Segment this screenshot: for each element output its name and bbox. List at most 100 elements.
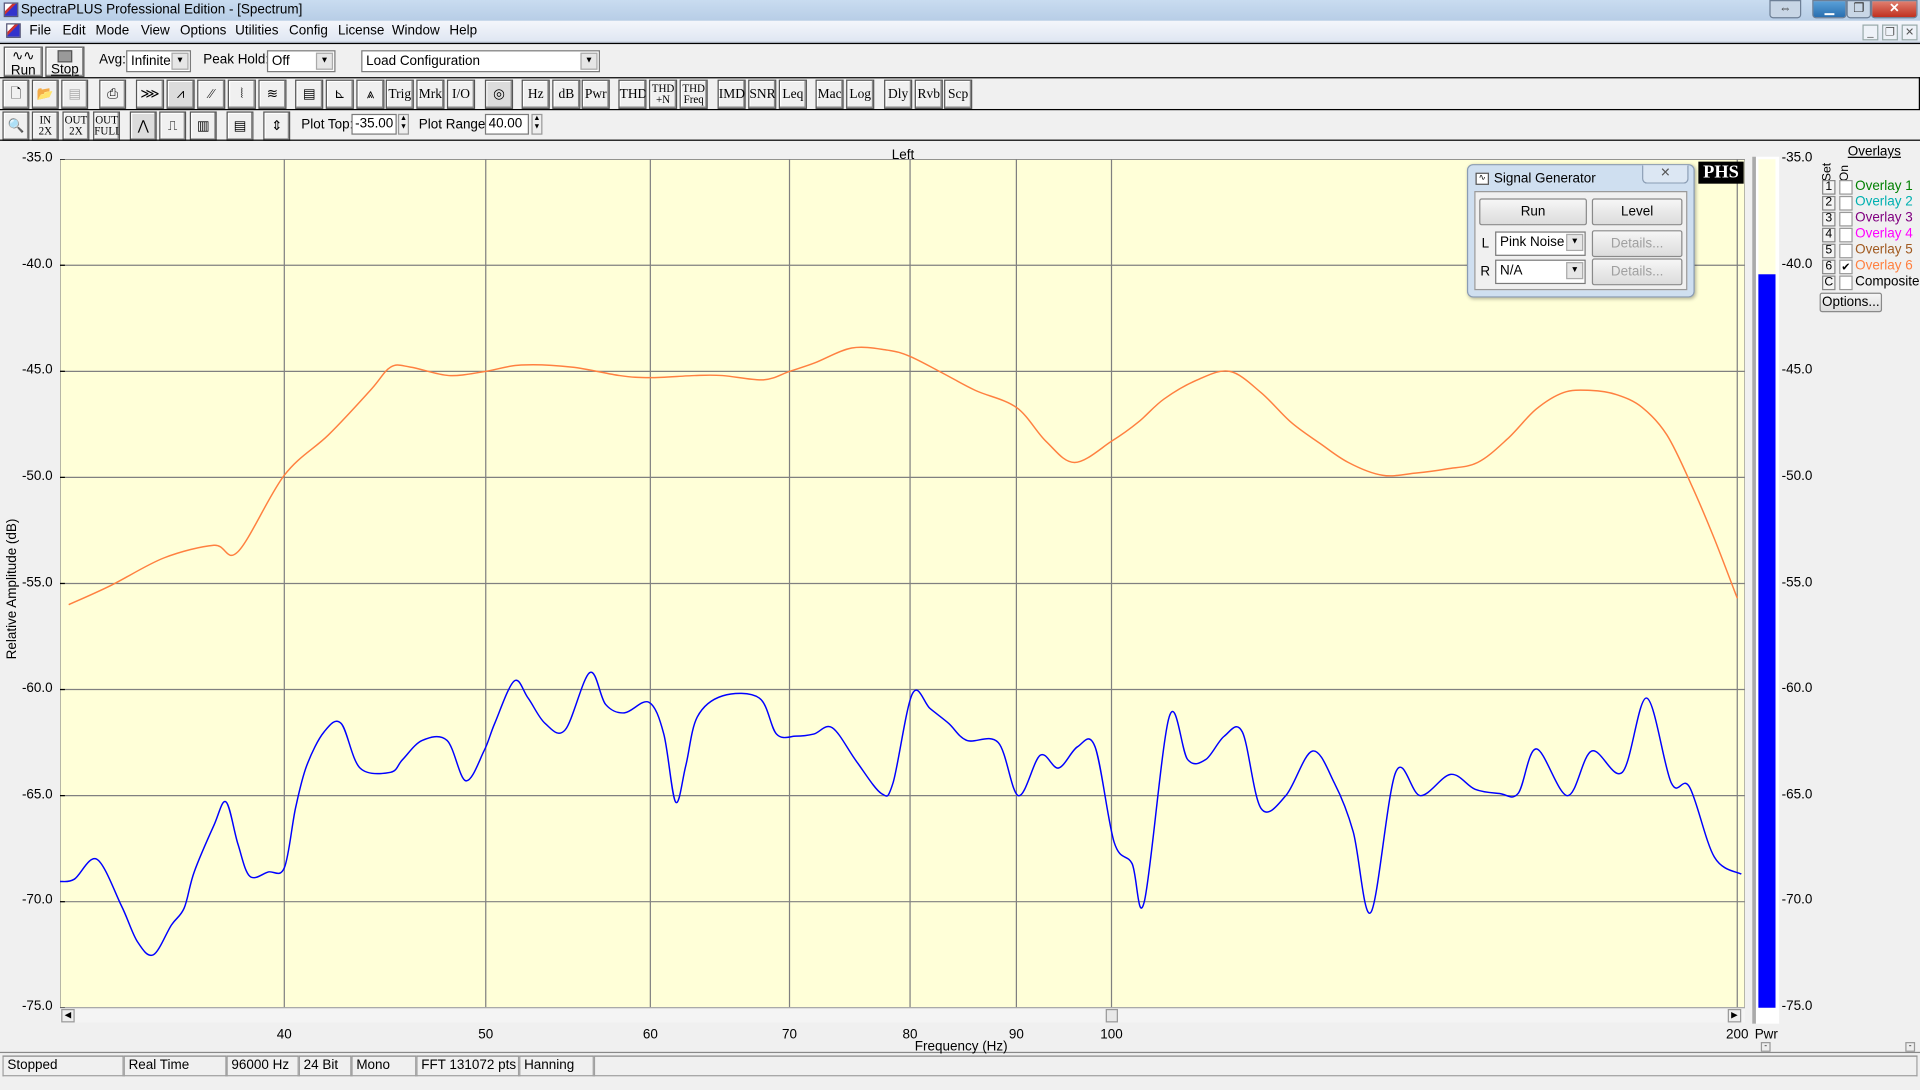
plot-top-spinner[interactable]: ▲ ▼ [397, 113, 409, 135]
signal-generator-icon[interactable]: ◎ [484, 79, 514, 109]
overlay-set-button[interactable]: 1 [1822, 180, 1836, 195]
overlay-checkbox[interactable] [1839, 180, 1853, 195]
trigger-button[interactable]: Trig [385, 79, 414, 109]
dialog-close-button[interactable]: ✕ [1642, 165, 1689, 184]
meter-collapse-button[interactable]: - [1760, 1042, 1771, 1052]
menu-options[interactable]: Options [180, 23, 227, 38]
reverb-button[interactable]: Rvb [914, 79, 943, 109]
mdi-restore-button[interactable]: ❐ [1882, 24, 1898, 41]
io-button[interactable]: I/O [446, 79, 476, 109]
run-button[interactable]: ∿∿ Run [3, 46, 43, 78]
menu-license[interactable]: License [337, 23, 385, 38]
phase-view-icon[interactable]: ∕∕ [197, 79, 226, 109]
scope-button[interactable]: Scp [944, 79, 973, 109]
chevron-down-icon[interactable]: ▼ [580, 52, 598, 70]
step-plot-icon[interactable]: ⎍ [159, 111, 187, 141]
menu-help[interactable]: Help [449, 23, 478, 38]
overlay-checkbox[interactable] [1839, 243, 1853, 259]
zoom-magnifier-icon[interactable]: 🔍 [2, 111, 30, 141]
sg-level-button[interactable]: Level [1591, 198, 1683, 226]
macro-button[interactable]: Mac [815, 79, 844, 109]
scroll-left-arrow-icon[interactable]: ◀ [61, 1008, 75, 1023]
overlay-checkbox[interactable] [1839, 195, 1853, 211]
peak-hold-select[interactable]: Off ▼ [266, 50, 336, 73]
db-button[interactable]: dB [552, 79, 581, 109]
marker-button[interactable]: Mrk [416, 79, 445, 109]
mdi-close-button[interactable]: ✕ [1901, 24, 1918, 41]
3d-surface-icon[interactable]: ≋ [258, 79, 287, 109]
overlay-checkbox[interactable] [1839, 275, 1853, 291]
thd-button[interactable]: THD [618, 79, 647, 109]
thd-n-button[interactable]: THD +N [648, 79, 678, 109]
mdi-minimize-button[interactable]: _ [1862, 24, 1879, 41]
thd-freq-button[interactable]: THD Freq [679, 79, 708, 109]
menu-window[interactable]: Window [391, 23, 440, 38]
line-plot-icon[interactable]: ⋀ [129, 111, 157, 141]
left-signal-select[interactable]: Pink Noise ▼ [1495, 231, 1586, 256]
avg-select[interactable]: Infinite ▼ [126, 50, 192, 73]
spectrum-chart[interactable] [60, 159, 1745, 1009]
load-configuration-select[interactable]: Load Configuration ▼ [361, 50, 601, 73]
menu-edit[interactable]: Edit [62, 23, 86, 38]
log-button[interactable]: Log [846, 79, 875, 109]
right-details-button[interactable]: Details... [1591, 258, 1683, 286]
overlay-checkbox[interactable] [1839, 211, 1853, 227]
sg-run-button[interactable]: Run [1479, 198, 1587, 226]
overlay-checkbox[interactable]: ✔ [1839, 259, 1853, 275]
hz-button[interactable]: Hz [521, 79, 550, 109]
overlay-options-button[interactable]: Options... [1819, 292, 1883, 313]
zoom-out-2x-icon[interactable]: OUT 2X [62, 111, 90, 141]
menu-view[interactable]: View [140, 23, 170, 38]
menu-mode[interactable]: Mode [95, 23, 130, 38]
new-file-icon[interactable]: 🗋 [2, 79, 30, 109]
horizontal-scrollbar[interactable]: ◀ ▶ [60, 1007, 1745, 1023]
spectrum-view-icon[interactable]: ⩘ [166, 79, 195, 109]
autoscale-icon[interactable]: ⇕ [263, 111, 291, 141]
time-series-icon[interactable]: ⋙ [135, 79, 165, 109]
document-icon[interactable] [6, 23, 21, 38]
pwr-button[interactable]: Pwr [581, 79, 610, 109]
spectrogram-icon[interactable]: ⦚ [227, 79, 256, 109]
settings-panel-icon[interactable]: ▤ [295, 79, 324, 109]
properties-icon[interactable]: ▤ [226, 111, 254, 141]
scroll-right-arrow-icon[interactable]: ▶ [1727, 1008, 1742, 1023]
panel-collapse-button[interactable]: - [1905, 1042, 1916, 1052]
delay-button[interactable]: Dly [884, 79, 913, 109]
zoom-in-2x-icon[interactable]: IN 2X [31, 111, 59, 141]
overlays-title[interactable]: Overlays [1847, 144, 1901, 160]
chevron-down-icon[interactable]: ▼ [315, 52, 334, 70]
zoom-out-full-icon[interactable]: OUT FULL [93, 111, 121, 141]
plot-range-spinner[interactable]: ▲ ▼ [531, 113, 543, 135]
menu-file[interactable]: File [29, 23, 52, 38]
chevron-down-icon[interactable]: ▼ [1566, 262, 1584, 280]
print-icon[interactable]: ⎙ [99, 79, 127, 109]
axis-scale-icon[interactable]: ⊾ [325, 79, 354, 109]
resize-arrows-icon[interactable]: ⇔ [1769, 0, 1802, 19]
overlay-set-button[interactable]: 2 [1822, 195, 1836, 211]
right-signal-select[interactable]: N/A ▼ [1495, 259, 1586, 285]
plot-range-input[interactable]: 40.00 [484, 113, 529, 135]
overlay-checkbox[interactable] [1839, 227, 1853, 243]
save-disk-icon[interactable]: ▤ [61, 79, 89, 109]
chevron-down-icon[interactable]: ▼ [1566, 233, 1584, 252]
imd-button[interactable]: IMD [717, 79, 746, 109]
stop-button[interactable]: Stop [45, 46, 85, 78]
maximize-button[interactable]: ❐ [1846, 0, 1872, 19]
plot-top-input[interactable]: -35.00 [351, 113, 397, 135]
close-button[interactable]: ✕ [1871, 0, 1918, 19]
left-details-button[interactable]: Details... [1591, 230, 1683, 258]
overlay-set-button[interactable]: 4 [1822, 227, 1836, 243]
menu-config[interactable]: Config [288, 23, 328, 38]
chevron-down-icon[interactable]: ▼ [171, 52, 189, 70]
scrollbar-thumb[interactable] [1105, 1008, 1118, 1023]
overlay-set-button[interactable]: 5 [1822, 243, 1836, 259]
bar-plot-icon[interactable]: ▥ [189, 111, 217, 141]
snr-button[interactable]: SNR [748, 79, 777, 109]
overlay-set-button[interactable]: 3 [1822, 211, 1836, 227]
overlay-set-button[interactable]: 6 [1822, 259, 1836, 275]
compass-icon[interactable]: ⩓ [356, 79, 385, 109]
minimize-button[interactable]: ▁ [1812, 0, 1847, 19]
overlay-set-button[interactable]: C [1822, 275, 1836, 291]
leq-button[interactable]: Leq [778, 79, 807, 109]
open-folder-icon[interactable]: 📂 [31, 79, 59, 109]
